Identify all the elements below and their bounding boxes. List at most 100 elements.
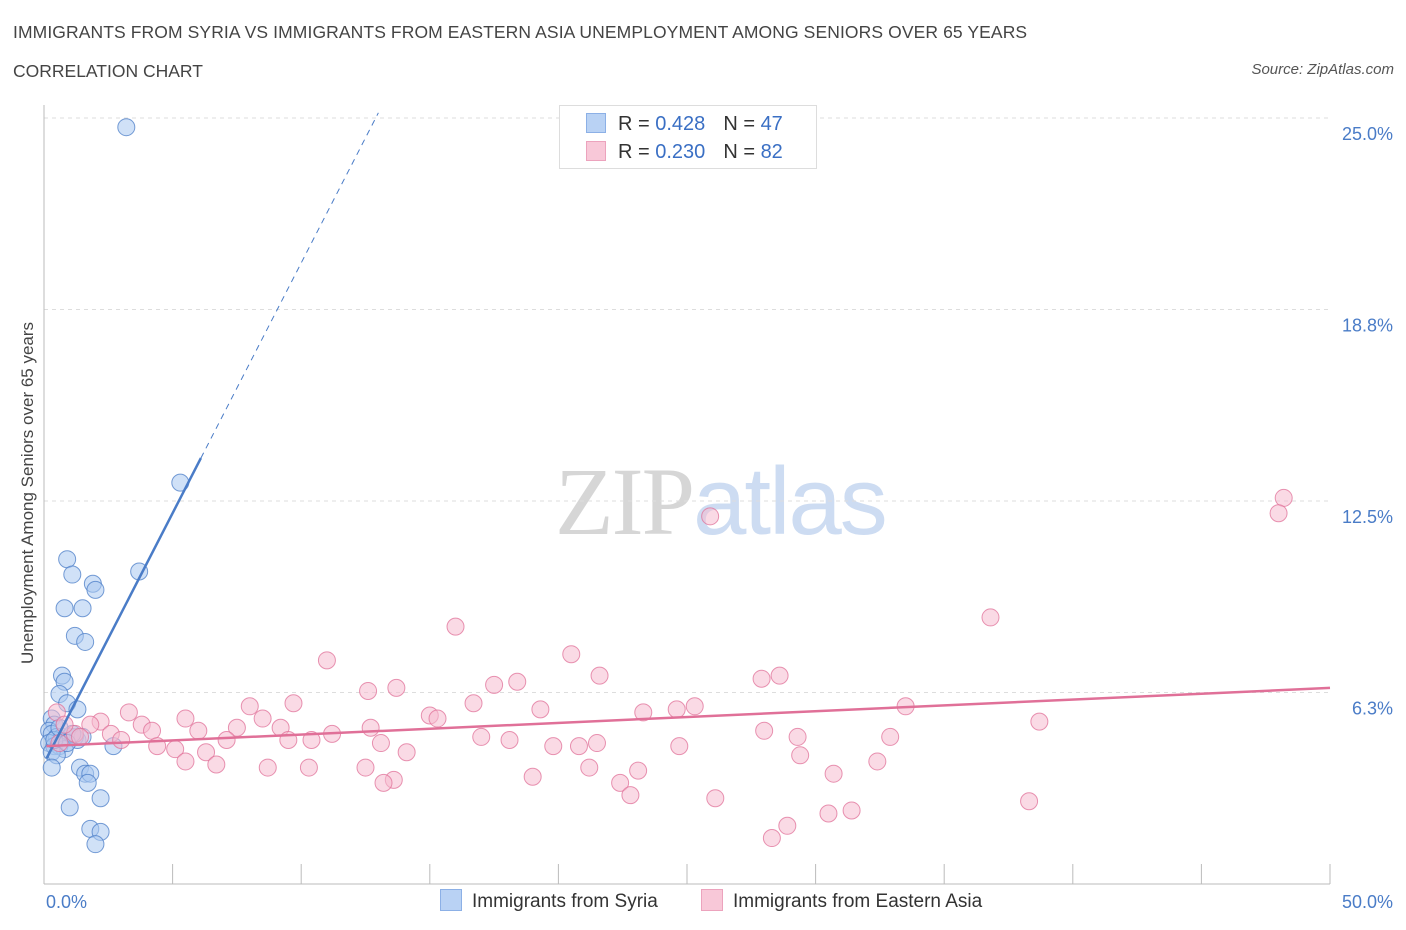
data-point-asia [621, 786, 640, 805]
correlation-legend: R = 0.428 N = 47 R = 0.230 N = 82 [559, 105, 817, 169]
data-point-asia [868, 752, 887, 771]
data-point-asia [508, 672, 527, 691]
data-point-asia [397, 743, 416, 762]
data-point-asia [253, 709, 272, 728]
data-point-syria [58, 550, 77, 569]
legend-row-asia: R = 0.230 N = 82 [586, 141, 783, 165]
data-point-asia [374, 773, 393, 792]
data-point-asia [217, 730, 236, 749]
legend-row-syria: R = 0.428 N = 47 [586, 113, 783, 137]
data-point-asia [706, 789, 725, 808]
data-point-asia [611, 773, 630, 792]
series-legend-label-asia: Immigrants from Eastern Asia [733, 891, 983, 912]
y-tick-label: 25.0% [1342, 124, 1393, 144]
x-tick-label-max: 50.0% [1342, 892, 1393, 912]
data-point-asia [197, 743, 216, 762]
chart-source: Source: ZipAtlas.com [1251, 61, 1394, 78]
data-point-asia [752, 669, 771, 688]
data-point-asia [634, 703, 653, 722]
data-point-asia [464, 694, 483, 713]
data-point-asia [842, 801, 861, 820]
legend-r-value-asia: 0.230 [655, 141, 706, 163]
data-point-asia [302, 730, 321, 749]
data-point-asia [240, 697, 259, 716]
series-legend-syria: Immigrants from Syria [440, 889, 658, 913]
data-point-asia [176, 752, 195, 771]
data-point-asia [176, 709, 195, 728]
data-point-asia [371, 734, 390, 753]
data-point-syria [42, 758, 61, 777]
legend-n-label: N = [723, 141, 755, 163]
trend-extension-syria [200, 112, 379, 459]
legend-n-value-syria: 47 [760, 113, 783, 135]
series-legend-swatch-syria [440, 889, 462, 911]
data-point-asia [284, 694, 303, 713]
legend-n-value-asia: 82 [760, 141, 783, 163]
data-point-asia [629, 761, 648, 780]
data-point-syria [117, 118, 136, 137]
data-point-asia [189, 721, 208, 740]
data-point-asia [981, 608, 1000, 627]
legend-r-label: R = [618, 113, 650, 135]
data-point-syria [91, 789, 110, 808]
y-tick-label: 18.8% [1342, 316, 1393, 336]
data-point-asia [428, 709, 447, 728]
legend-r-label: R = [618, 141, 650, 163]
series-legend-swatch-asia [701, 889, 723, 911]
data-point-asia [819, 804, 838, 823]
data-point-asia [299, 758, 318, 777]
data-point-asia [881, 727, 900, 746]
data-point-asia [685, 697, 704, 716]
data-point-asia [258, 758, 277, 777]
data-point-asia [317, 651, 336, 670]
data-point-asia [580, 758, 599, 777]
data-point-asia [446, 617, 465, 636]
data-point-asia [670, 737, 689, 756]
data-point-asia [587, 734, 606, 753]
trend-line-syria [45, 457, 203, 759]
legend-n-label: N = [723, 113, 755, 135]
series-legend-asia: Immigrants from Eastern Asia [701, 889, 982, 913]
data-point-asia [778, 816, 797, 835]
data-point-asia [359, 681, 378, 700]
data-point-asia [143, 721, 162, 740]
chart-subtitle: CORRELATION CHART [13, 61, 203, 81]
legend-r-value-syria: 0.428 [655, 113, 706, 135]
data-point-asia [71, 727, 90, 746]
data-point-asia [1269, 504, 1288, 523]
data-point-asia [112, 730, 131, 749]
data-point-asia [562, 645, 581, 664]
data-point-asia [762, 829, 781, 848]
data-point-asia [770, 666, 789, 685]
data-point-syria [63, 565, 82, 584]
data-point-asia [531, 700, 550, 719]
data-point-syria [55, 599, 74, 618]
data-point-asia [667, 700, 686, 719]
data-point-asia [788, 727, 807, 746]
legend-swatch-asia [586, 141, 606, 161]
data-point-asia [1020, 792, 1039, 811]
data-point-asia [544, 737, 563, 756]
data-point-syria [73, 599, 92, 618]
data-point-asia [824, 764, 843, 783]
data-point-syria [60, 798, 79, 817]
trend-line-asia [46, 686, 1331, 748]
chart-title: IMMIGRANTS FROM SYRIA VS IMMIGRANTS FROM… [13, 22, 1028, 42]
data-point-asia [500, 730, 519, 749]
data-point-asia [207, 755, 226, 774]
data-point-asia [1274, 488, 1293, 507]
data-point-asia [701, 507, 720, 526]
data-point-asia [361, 718, 380, 737]
series-legend-label-syria: Immigrants from Syria [472, 891, 658, 912]
data-point-asia [119, 703, 138, 722]
y-tick-label: 12.5% [1342, 507, 1393, 527]
data-point-asia [387, 678, 406, 697]
data-point-asia [523, 767, 542, 786]
data-point-asia [755, 721, 774, 740]
x-tick-label-min: 0.0% [46, 892, 87, 912]
data-point-syria [76, 632, 95, 651]
data-point-asia [356, 758, 375, 777]
y-tick-label: 6.3% [1352, 699, 1393, 719]
data-point-asia [569, 737, 588, 756]
data-point-syria [86, 580, 105, 599]
